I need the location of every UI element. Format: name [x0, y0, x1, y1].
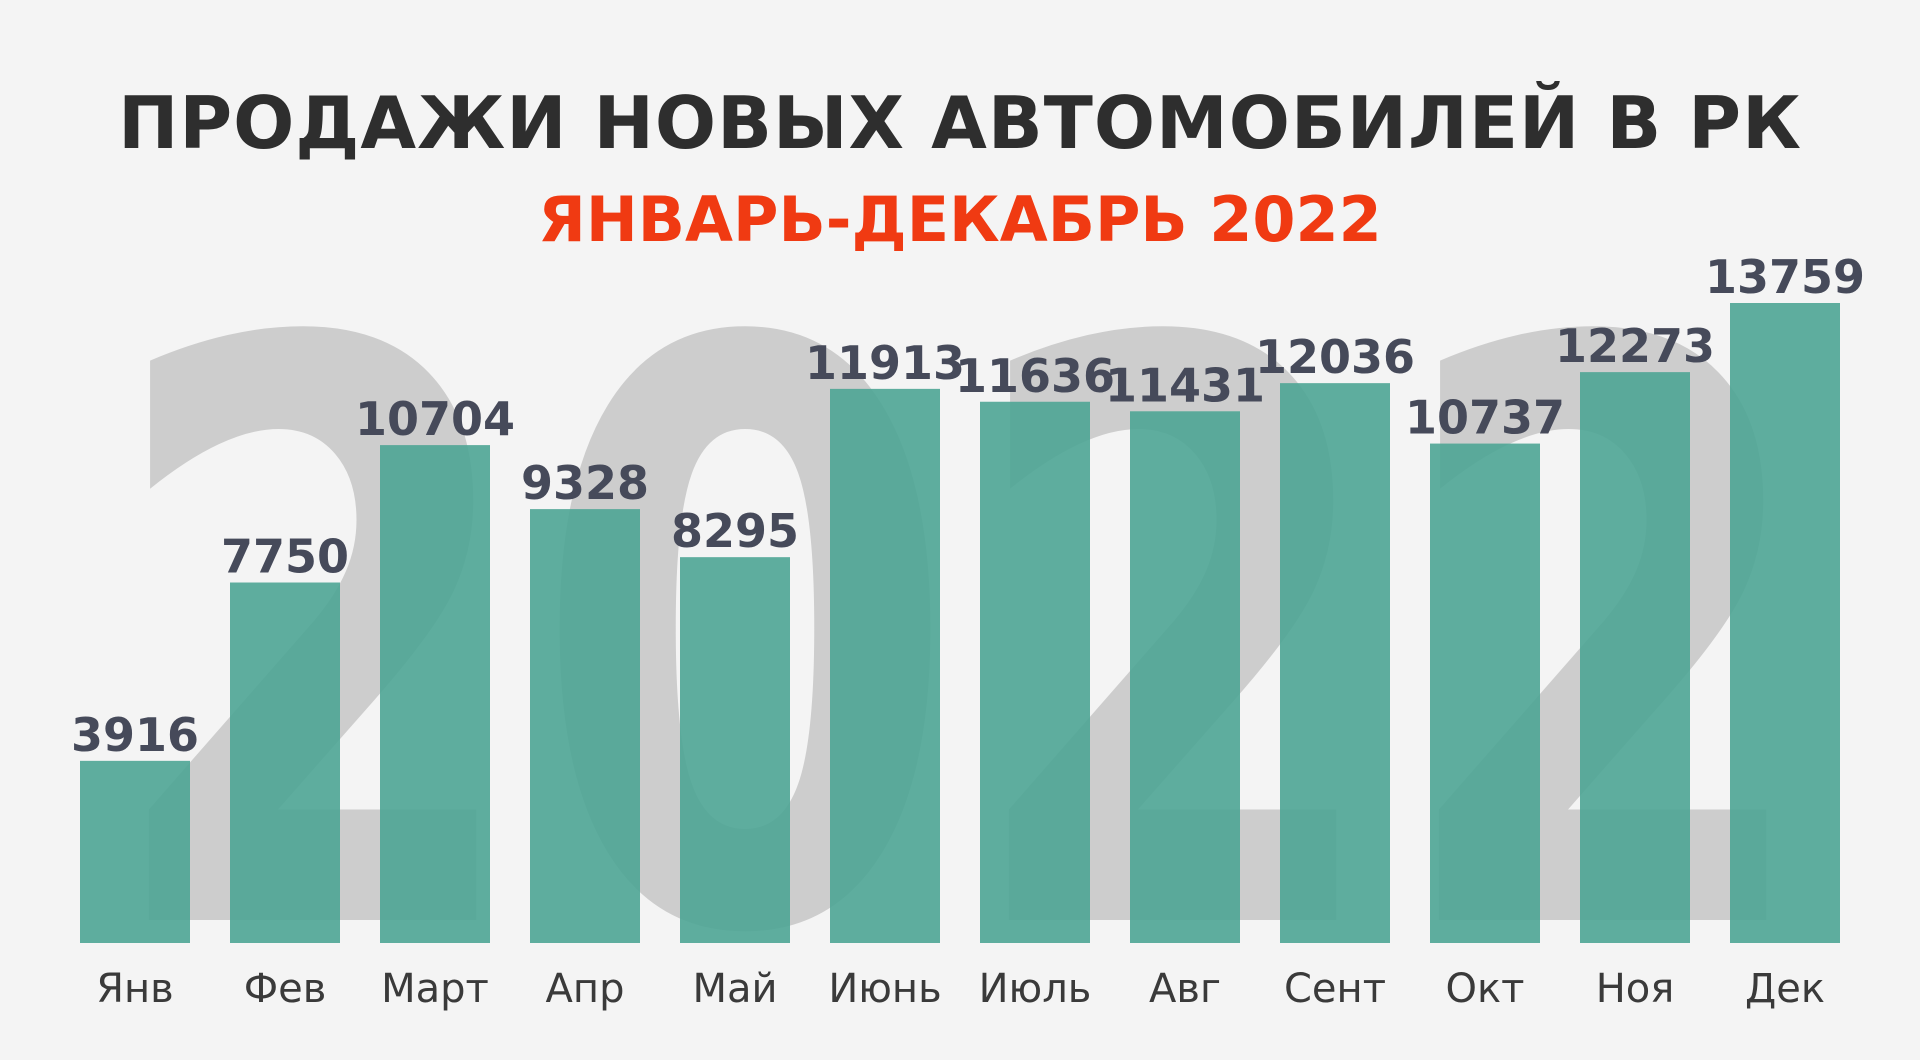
bar-Авг	[1130, 411, 1240, 943]
bar-value-label: 12273	[1555, 319, 1715, 373]
category-label: Дек	[1745, 966, 1825, 1012]
watermark-layer: 2022	[100, 177, 1820, 1060]
category-label: Май	[692, 966, 777, 1012]
bar-Июнь	[830, 388, 940, 943]
bar-value-label: 9328	[521, 456, 649, 510]
chart-title: ПРОДАЖИ НОВЫХ АВТОМОБИЛЕЙ В РК	[118, 81, 1802, 165]
bar-value-label: 11636	[955, 349, 1115, 403]
bar-value-label: 8295	[671, 504, 799, 558]
chart-subtitle: ЯНВАРЬ-ДЕКАБРЬ 2022	[538, 183, 1382, 256]
category-label: Окт	[1446, 966, 1525, 1012]
category-label: Янв	[96, 966, 174, 1012]
category-label: Март	[381, 966, 489, 1012]
bar-Июль	[980, 401, 1090, 944]
bar-value-label: 10704	[355, 392, 515, 446]
category-label: Июль	[979, 966, 1092, 1012]
bars-layer	[80, 303, 1840, 944]
bar-value-label: 10737	[1405, 391, 1565, 445]
bar-value-label: 7750	[221, 530, 349, 584]
bar-Ноя	[1580, 372, 1690, 943]
category-label: Авг	[1149, 966, 1221, 1012]
bar-Окт	[1430, 443, 1540, 943]
bar-value-label: 11431	[1105, 358, 1265, 412]
category-label: Сент	[1284, 966, 1386, 1012]
category-label: Ноя	[1596, 966, 1675, 1012]
bar-Фев	[230, 582, 340, 943]
category-label: Апр	[546, 966, 625, 1012]
bar-Март	[380, 445, 490, 943]
bar-Май	[680, 557, 790, 943]
category-label: Июнь	[828, 966, 941, 1012]
bar-Янв	[80, 760, 190, 943]
bar-value-label: 11913	[805, 336, 965, 390]
category-labels-layer: Янв Фев Март Апр Май Июнь Июль Авг Сент Окт Ноя Дек	[96, 966, 1825, 1012]
bar-Сент	[1280, 383, 1390, 943]
watermark-year: 2022	[100, 177, 1820, 1060]
bar-value-label: 3916	[71, 708, 199, 762]
category-label: Фев	[244, 966, 327, 1012]
bar-value-label: 12036	[1255, 330, 1415, 384]
bar-value-label: 13759	[1705, 250, 1865, 304]
bar-Дек	[1730, 303, 1840, 943]
bar-Апр	[530, 509, 640, 943]
